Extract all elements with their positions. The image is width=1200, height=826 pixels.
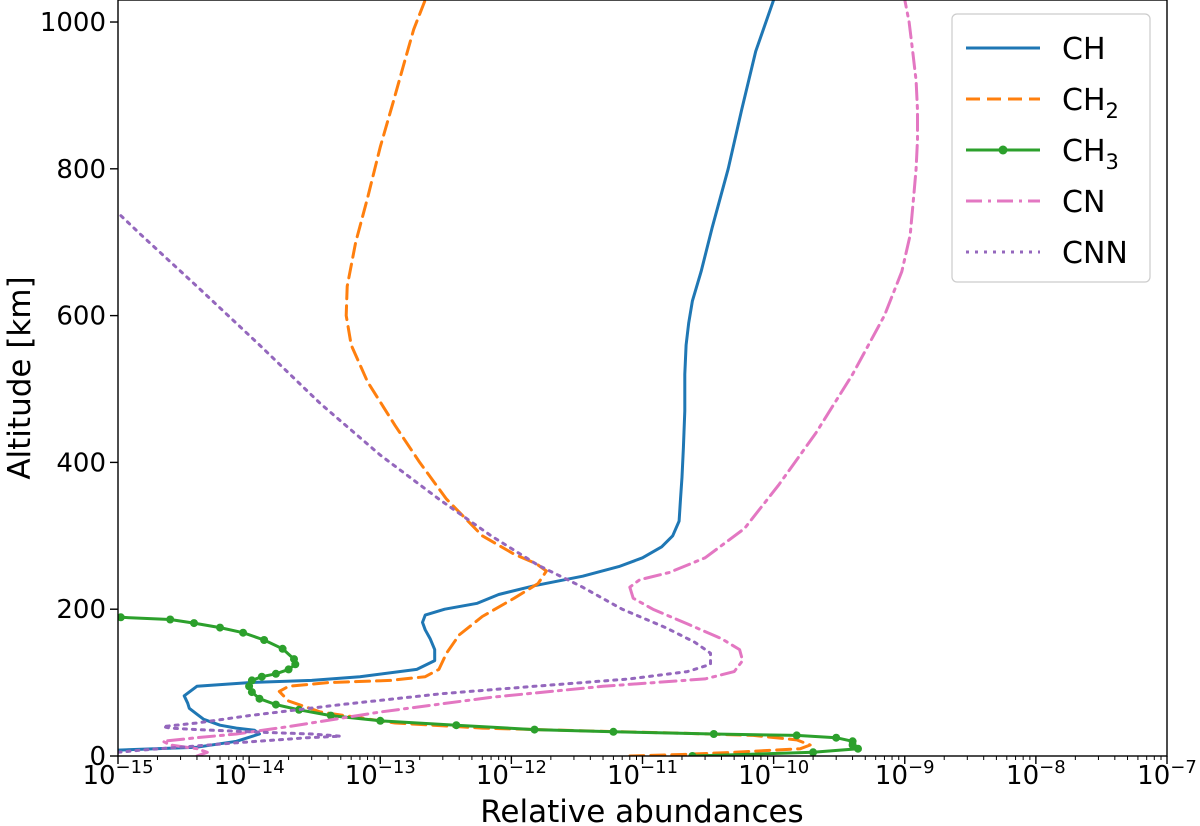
y-tick-label: 800 [56, 155, 106, 185]
y-tick-label: 0 [89, 742, 106, 772]
x-tick-label: 10−7 [1137, 757, 1197, 791]
x-axis: 10−15 10−14 10−13 10−12 10−11 10−10 10−9 10−8 10… [82, 756, 1197, 791]
x-tick-label: 10−12 [476, 757, 547, 791]
legend-label-cnn: CNN [1062, 236, 1128, 271]
series-line-cn [161, 0, 919, 756]
series-point-ch3 [688, 752, 697, 756]
series-point-ch3 [809, 748, 818, 756]
series-point-ch3 [792, 731, 801, 740]
x-axis-label: Relative abundances [480, 794, 803, 826]
series-point-ch3 [190, 619, 198, 628]
series-line-ch [118, 0, 776, 752]
series-point-ch3 [118, 613, 125, 622]
x-tick-label: 10−10 [738, 757, 809, 791]
series-point-ch3 [376, 716, 385, 725]
series-point-ch3 [709, 730, 718, 738]
series-point-ch3 [247, 676, 256, 685]
y-tick-label: 1000 [40, 8, 106, 38]
series-point-ch3 [271, 669, 280, 678]
series-point-ch3 [255, 694, 264, 703]
series-point-ch3 [326, 711, 335, 720]
x-tick-label: 10−13 [345, 757, 416, 791]
series-line-cnn [118, 211, 712, 754]
x-tick-label: 10−9 [875, 757, 935, 791]
x-tick-label: 10−8 [1006, 757, 1066, 791]
series-point-ch3 [278, 644, 287, 653]
x-tick-label: 10−11 [607, 757, 678, 791]
legend-label-cn: CN [1062, 185, 1105, 220]
series-point-ch3 [284, 665, 293, 674]
y-axis: 0 200 400 600 800 1000 [40, 8, 118, 772]
y-axis-label: Altitude [km] [2, 276, 38, 479]
legend-box [951, 13, 1151, 283]
series-point-ch3 [239, 628, 248, 637]
series-point-ch3 [257, 672, 266, 681]
legend-marker-ch3 [998, 145, 1008, 155]
series-line-ch2 [277, 0, 812, 756]
series-layer [118, 0, 919, 756]
series-point-ch3 [609, 727, 618, 736]
x-tick-label: 10−14 [214, 757, 285, 791]
series-point-ch3 [166, 615, 175, 624]
series-point-ch3 [271, 700, 280, 709]
series-point-ch3 [452, 721, 461, 730]
y-tick-label: 600 [56, 302, 106, 332]
series-point-ch3 [216, 623, 224, 632]
y-tick-label: 400 [56, 448, 106, 478]
series-point-ch3 [530, 725, 539, 734]
y-tick-label: 200 [56, 595, 106, 625]
series-point-ch3 [832, 733, 841, 742]
series-point-ch3 [260, 636, 269, 644]
legend-label-ch: CH [1062, 32, 1106, 67]
series-point-ch3 [848, 737, 857, 746]
series-point-ch3 [290, 655, 298, 664]
